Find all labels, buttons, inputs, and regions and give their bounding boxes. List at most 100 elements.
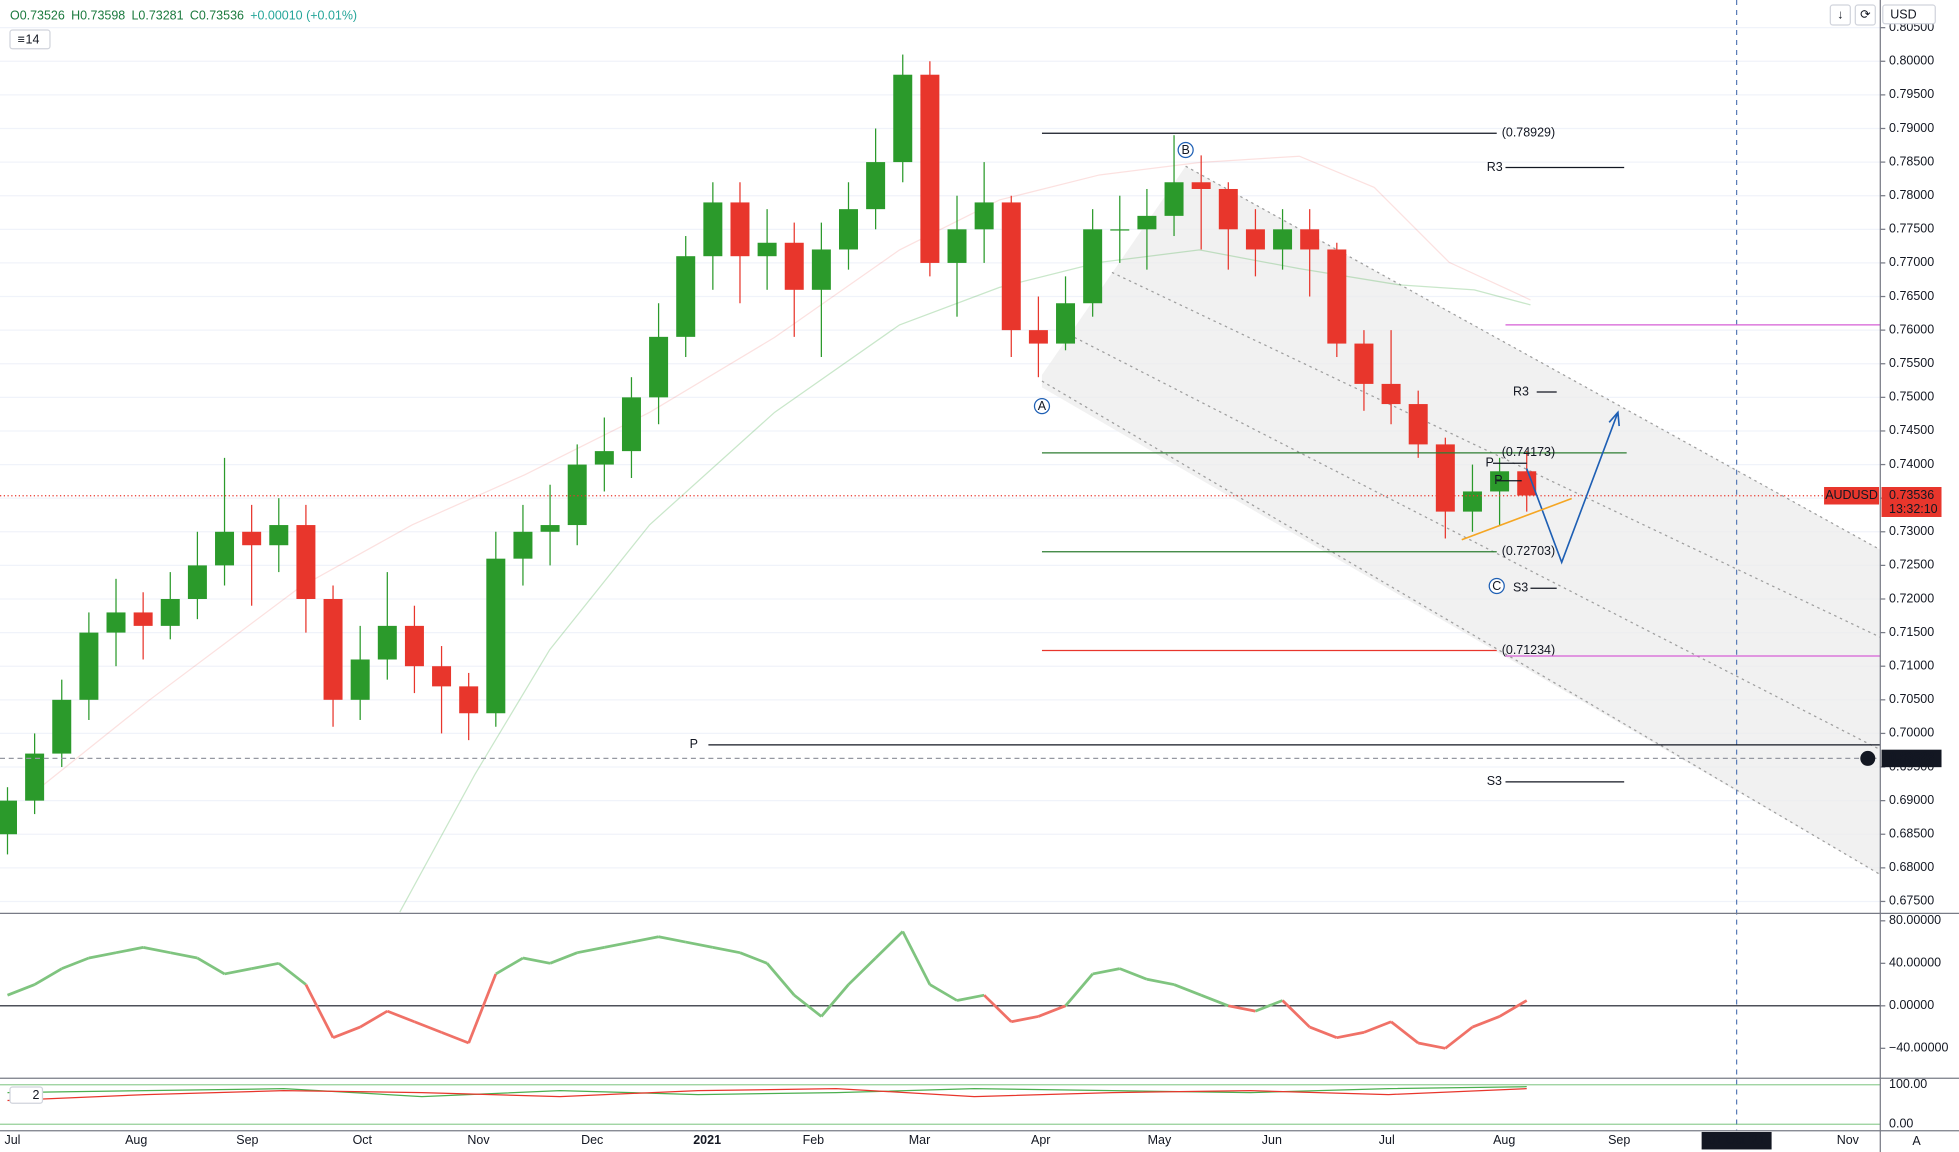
crosshair-tag <box>1881 749 1942 768</box>
length-value[interactable]: 14 <box>26 32 40 46</box>
auto-label[interactable]: A <box>1912 1134 1921 1148</box>
x-tick-label: Jul <box>5 1133 21 1147</box>
y-tick-label: 0.78000 <box>1889 188 1934 202</box>
oscillator-segment <box>1011 1015 1039 1024</box>
crosshair-plus <box>1860 750 1876 766</box>
y-tick-label: 0.68500 <box>1889 827 1934 841</box>
oscillator-segment <box>793 994 823 1018</box>
length-button[interactable] <box>9 29 51 50</box>
pane-button[interactable] <box>9 1086 44 1104</box>
osc-tick-label: 80.00000 <box>1889 913 1941 927</box>
candle-body <box>79 632 99 700</box>
candle-body <box>1273 229 1293 250</box>
x-tick-label: Sep <box>1608 1133 1630 1147</box>
oscillator-segment <box>1173 983 1202 997</box>
oscillator-segment <box>196 956 226 976</box>
oscillator-segment <box>61 956 90 970</box>
header-item: C0.73536 <box>190 9 244 23</box>
candle-body <box>1381 383 1401 405</box>
oscillator-segment <box>604 940 632 949</box>
candle-body <box>269 525 289 546</box>
candle-body <box>649 336 669 398</box>
refresh-icon: ⟳ <box>1860 7 1870 21</box>
y-tick-label: 0.74000 <box>1889 457 1934 471</box>
candle-body <box>1218 188 1238 230</box>
x-tick-label: Jul <box>1379 1133 1395 1147</box>
x-tick-label: May <box>1148 1133 1172 1147</box>
currency-button[interactable] <box>1882 4 1936 25</box>
y-tick-label: 0.73000 <box>1889 524 1934 538</box>
candle-body <box>893 74 913 163</box>
oscillator-segment <box>874 930 904 959</box>
x-tick-label: Apr <box>1031 1133 1050 1147</box>
oscillator-segment <box>658 935 686 944</box>
candle-body <box>1137 215 1157 230</box>
candle-body <box>486 558 506 714</box>
pitchfork-channel <box>1041 166 1881 875</box>
oscillator-segment <box>386 1009 415 1024</box>
currency-label[interactable]: USD <box>1890 7 1916 21</box>
crosshair-label: 0.69628 <box>1889 751 1934 765</box>
projection-arrow <box>1525 412 1619 565</box>
header-item: H0.73598 <box>71 9 125 23</box>
oscillator-segment <box>1363 1020 1392 1034</box>
candle-body <box>1435 444 1455 512</box>
refresh-button[interactable] <box>1854 4 1876 26</box>
wave-label: B <box>1181 143 1189 157</box>
candle-body <box>567 464 587 526</box>
oscillator-segment <box>766 962 796 997</box>
download-button[interactable] <box>1829 4 1851 26</box>
y-tick-label: 0.69000 <box>1889 793 1934 807</box>
y-tick-label: 0.78500 <box>1889 154 1934 168</box>
pivot-label: R3 <box>1487 160 1503 174</box>
oscillator-segment <box>712 946 741 955</box>
candle-body <box>1028 330 1048 344</box>
candle-body <box>757 242 777 257</box>
candle-body <box>1490 471 1510 492</box>
header-item: +0.00010 (+0.01%) <box>250 9 357 23</box>
y-tick-label: 0.77000 <box>1889 255 1934 269</box>
y-tick-label: 0.74500 <box>1889 423 1934 437</box>
oscillator-segment <box>1498 999 1528 1018</box>
y-tick-label: 0.75000 <box>1889 390 1934 404</box>
oscillator-segment <box>1281 999 1311 1029</box>
oscillator-segment <box>1037 1004 1067 1018</box>
wave-marker <box>1488 577 1505 595</box>
candle-body <box>25 753 45 801</box>
y-tick-label: 0.71500 <box>1889 625 1934 639</box>
oscillator-segment <box>576 946 605 955</box>
level-label: (0.72703) <box>1502 544 1555 558</box>
pivot-label: R3 <box>1513 384 1529 398</box>
candle-body <box>920 74 940 263</box>
oscillator-segment <box>631 935 659 944</box>
level-label: (0.71234) <box>1502 643 1555 657</box>
time-cursor-tag <box>1701 1131 1772 1150</box>
auto-button[interactable] <box>1907 1131 1926 1150</box>
oscillator-segment <box>441 1031 470 1045</box>
wave-label: C <box>1492 579 1501 593</box>
stoch-line <box>7 1088 1527 1102</box>
candle-body <box>106 612 126 633</box>
oscillator-segment <box>142 946 171 955</box>
oscillator-segment <box>467 973 498 1044</box>
oscillator-segment <box>1417 1041 1446 1050</box>
pivot-label: P <box>690 737 698 751</box>
oscillator-segment <box>304 983 335 1039</box>
oscillator-segment <box>1064 973 1094 1007</box>
candle-body <box>947 229 967 263</box>
candle-body <box>459 686 479 714</box>
oscillator-segment <box>1471 1015 1501 1029</box>
trend-line <box>1461 497 1572 541</box>
moving-average <box>399 249 1531 913</box>
candle-body <box>404 625 424 667</box>
x-tick-label: Mar <box>909 1133 931 1147</box>
oscillator-segment <box>956 993 985 1002</box>
candle-body <box>676 256 696 337</box>
oscillator-segment <box>413 1020 443 1034</box>
candle-body <box>1083 229 1103 304</box>
header-item: O0.73526 <box>10 9 65 23</box>
oscillator-segment <box>929 983 958 1002</box>
candle-body <box>215 531 235 566</box>
pane-label[interactable]: 2 <box>32 1088 39 1102</box>
